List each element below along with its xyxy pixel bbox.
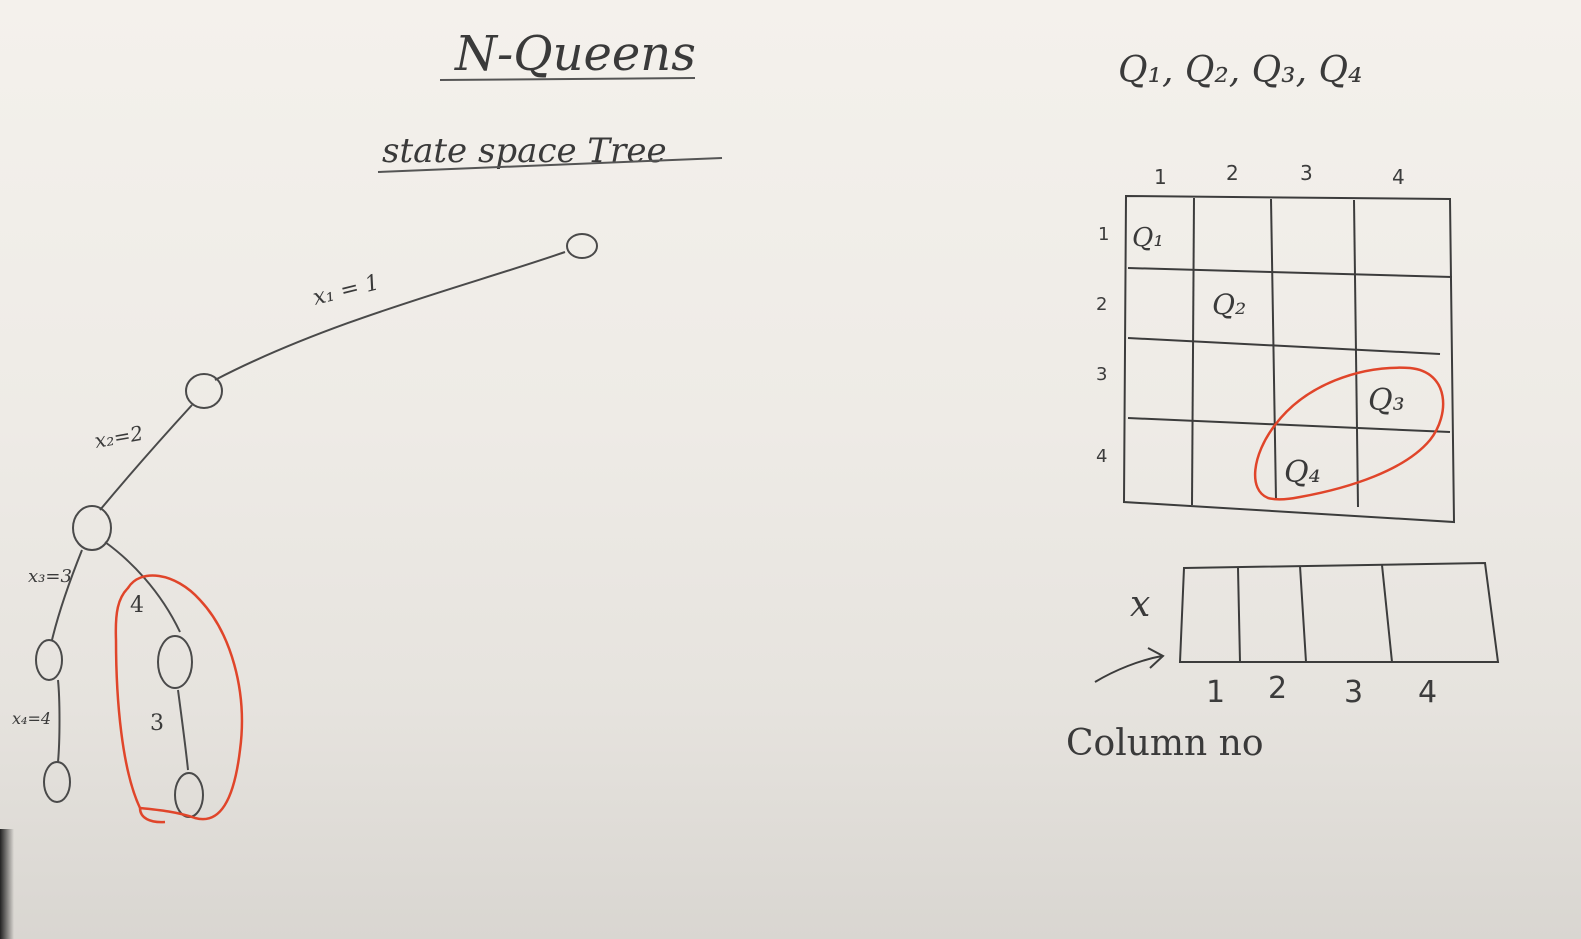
marker-shadow [0, 829, 14, 939]
edge-label-x3: x₃=3 [28, 566, 72, 587]
board-col-line-1 [1191, 197, 1195, 506]
title-underline [439, 77, 696, 81]
edge-label-alt-x4: 3 [150, 711, 164, 736]
state-space-tree [35, 233, 598, 818]
board-col-label-1: 1 [1154, 165, 1167, 189]
board-col-label-4: 4 [1392, 165, 1405, 189]
board-col-label-3: 3 [1300, 161, 1313, 185]
tree-edge-level2 [99, 404, 193, 511]
array-index-4: 4 [1418, 675, 1437, 710]
board-highlight-loop [1253, 366, 1445, 501]
tree-node-level3-right [157, 635, 193, 689]
tree-node-root [566, 233, 598, 259]
tree-edge-level4-right [177, 689, 189, 771]
tree-edge-root [214, 251, 566, 381]
board-col-line-3 [1353, 199, 1359, 508]
board-row-line-2 [1127, 337, 1441, 355]
queens-header: Q₁, Q₂, Q₃, Q₄ [1118, 50, 1362, 91]
tree-edge-level4-left [57, 679, 61, 763]
board-outline [1122, 194, 1456, 524]
subtitle: state space Tree [382, 131, 667, 171]
board-row-label-2: 2 [1096, 294, 1107, 315]
array-divider-2 [1299, 565, 1307, 663]
board-row-label-3: 3 [1096, 364, 1107, 385]
subtitle-underline [377, 157, 723, 173]
edge-label-alt-x3: 4 [130, 593, 144, 618]
edge-label-x2: x₂=2 [93, 421, 145, 453]
array-index-3: 3 [1344, 675, 1363, 710]
array-name: x [1130, 584, 1150, 625]
array-index-2: 2 [1268, 671, 1287, 706]
solution-array: x 1 2 3 4 Column no [1066, 561, 1500, 764]
tree-node-level2 [72, 505, 112, 551]
tree-edge-level3-left [51, 549, 83, 641]
tree-highlight-loop [114, 574, 244, 824]
board-col-line-2 [1270, 198, 1277, 501]
queen-q2: Q₂ [1212, 288, 1246, 321]
chess-board: 1 2 3 4 1 2 3 4 Q₁ Q₂ Q₃ Q₄ [1096, 161, 1456, 524]
tree-edge-level3-right [104, 541, 181, 633]
queen-q1: Q₁ [1132, 223, 1164, 253]
edge-label-x1: x₁ = 1 [310, 270, 382, 311]
tree-node-level4-left [43, 761, 71, 803]
array-divider-1 [1237, 567, 1241, 663]
arrow-icon [1094, 647, 1165, 683]
tree-node-level1 [185, 373, 223, 409]
board-col-label-2: 2 [1226, 161, 1239, 185]
array-index-1: 1 [1206, 675, 1225, 710]
queen-q3: Q₃ [1368, 383, 1405, 418]
array-outline [1178, 561, 1500, 663]
title: N-Queens [454, 26, 696, 82]
tree-node-level3-left [35, 639, 63, 681]
board-row-label-4: 4 [1096, 446, 1107, 467]
array-caption: Column no [1066, 723, 1264, 764]
board-row-label-1: 1 [1098, 224, 1109, 245]
board-row-line-1 [1127, 267, 1453, 278]
edge-label-x4: x₄=4 [12, 709, 51, 728]
queen-q4: Q₄ [1284, 455, 1321, 490]
tree-node-level4-right [174, 772, 204, 818]
board-row-line-3 [1127, 417, 1451, 433]
array-divider-3 [1381, 564, 1393, 663]
